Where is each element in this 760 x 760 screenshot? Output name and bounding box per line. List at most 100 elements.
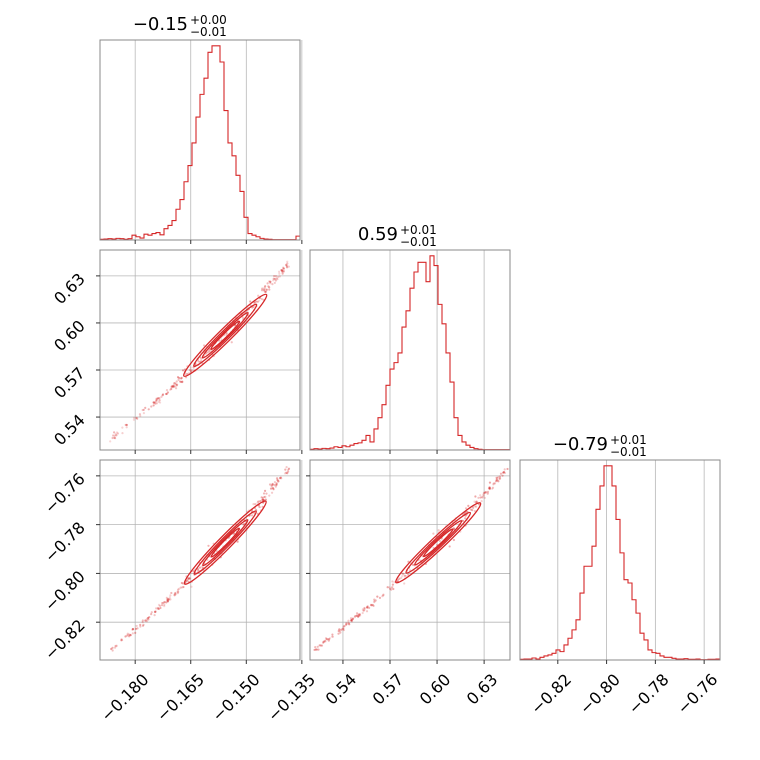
scatter-point [354,615,357,618]
scatter-point [131,627,134,631]
scatter-point [448,545,451,548]
scatter-point [170,385,173,388]
scatter-point [262,498,265,502]
scatter-point [255,300,258,303]
scatter-point [277,480,280,483]
scatter-point [337,630,340,633]
scatter-point [170,591,173,595]
scatter-point [142,623,145,626]
scatter-point [369,603,373,606]
scatter-point [488,487,491,490]
scatter-point [181,380,184,383]
contour-1-2 [202,519,249,567]
scatter-point [185,579,188,582]
scatter-point [256,501,259,504]
corr-panel-frame-2 [309,459,511,661]
scatter-point [252,503,255,506]
scatter-point [170,385,173,389]
scatter-point [281,270,284,273]
scatter-point [272,279,275,282]
scatter-point [139,414,142,418]
scatter-point [340,628,343,631]
scatter-point [181,369,185,372]
scatter-point [175,383,179,386]
y-tick-label-2-1: −0.80 [41,567,89,615]
scatter-point [494,480,498,483]
scatter-point [167,597,170,601]
scatter-point [286,260,289,263]
scatter-point [401,574,404,578]
scatter-point [225,332,228,335]
scatter-point [287,467,291,470]
scatter-point [125,634,129,637]
scatter-point [403,574,406,577]
scatter-point [326,638,329,641]
scatter-point [474,505,478,508]
scatter-point [168,596,171,599]
scatter-point [357,615,360,618]
scatter-point [166,598,170,601]
scatter-point [491,486,495,489]
scatter-point [131,632,134,635]
scatter-point [402,572,405,575]
scatter-point [381,595,384,598]
scatter-point [110,647,113,651]
scatter-point [327,637,331,641]
y-tick-label-1-0: 0.54 [50,410,89,449]
scatter-point [378,596,382,599]
scatter-point [345,622,348,625]
scatter-point [260,289,264,292]
diag-panel-frame-0 [99,39,301,241]
scatter-point [382,594,385,597]
scatter-point [165,601,168,604]
scatter-point [388,586,391,589]
scatter-point [147,616,150,620]
scatter-point [256,300,259,303]
scatter-point [344,623,348,626]
scatter-point [315,648,318,651]
scatter-point [339,631,342,634]
scatter-point [200,357,203,360]
scatter-point [365,610,369,613]
scatter-point [314,648,317,651]
scatter-point [362,609,365,612]
scatter-point [254,503,257,506]
scatter-point [271,486,274,489]
scatter-point [337,629,340,632]
scatter-point [320,644,324,647]
scatter-point [390,588,393,591]
scatter-point [158,401,162,404]
histogram-1 [310,255,510,451]
scatter-point [173,385,176,388]
scatter-point [350,618,353,622]
scatter-point [174,387,178,390]
scatter-point [506,467,509,471]
scatter-point [480,495,484,498]
scatter-point [136,417,139,420]
scatter-point [461,519,465,522]
scatter-point [161,393,165,396]
scatter-point [267,285,270,288]
scatter-point [236,540,239,543]
scatter-point [132,628,135,631]
scatter-point [169,598,172,601]
scatter-point [286,472,289,475]
scatter-point [495,476,498,480]
scatter-point [186,578,190,581]
scatter-point [182,585,185,589]
scatter-point [391,580,394,583]
scatter-point [120,638,124,642]
scatter-point [326,638,329,641]
contour-2-3 [422,528,454,558]
scatter-point [261,498,264,501]
scatter-point [126,634,129,637]
scatter-point [154,610,157,614]
scatter-point [275,482,278,485]
scatter-point [331,633,334,636]
scatter-point [342,625,345,629]
scatter-point [152,401,156,404]
scatter-point [272,488,275,491]
contour-1-1 [193,510,257,575]
scatter-point [250,514,254,517]
scatter-point [154,401,157,404]
